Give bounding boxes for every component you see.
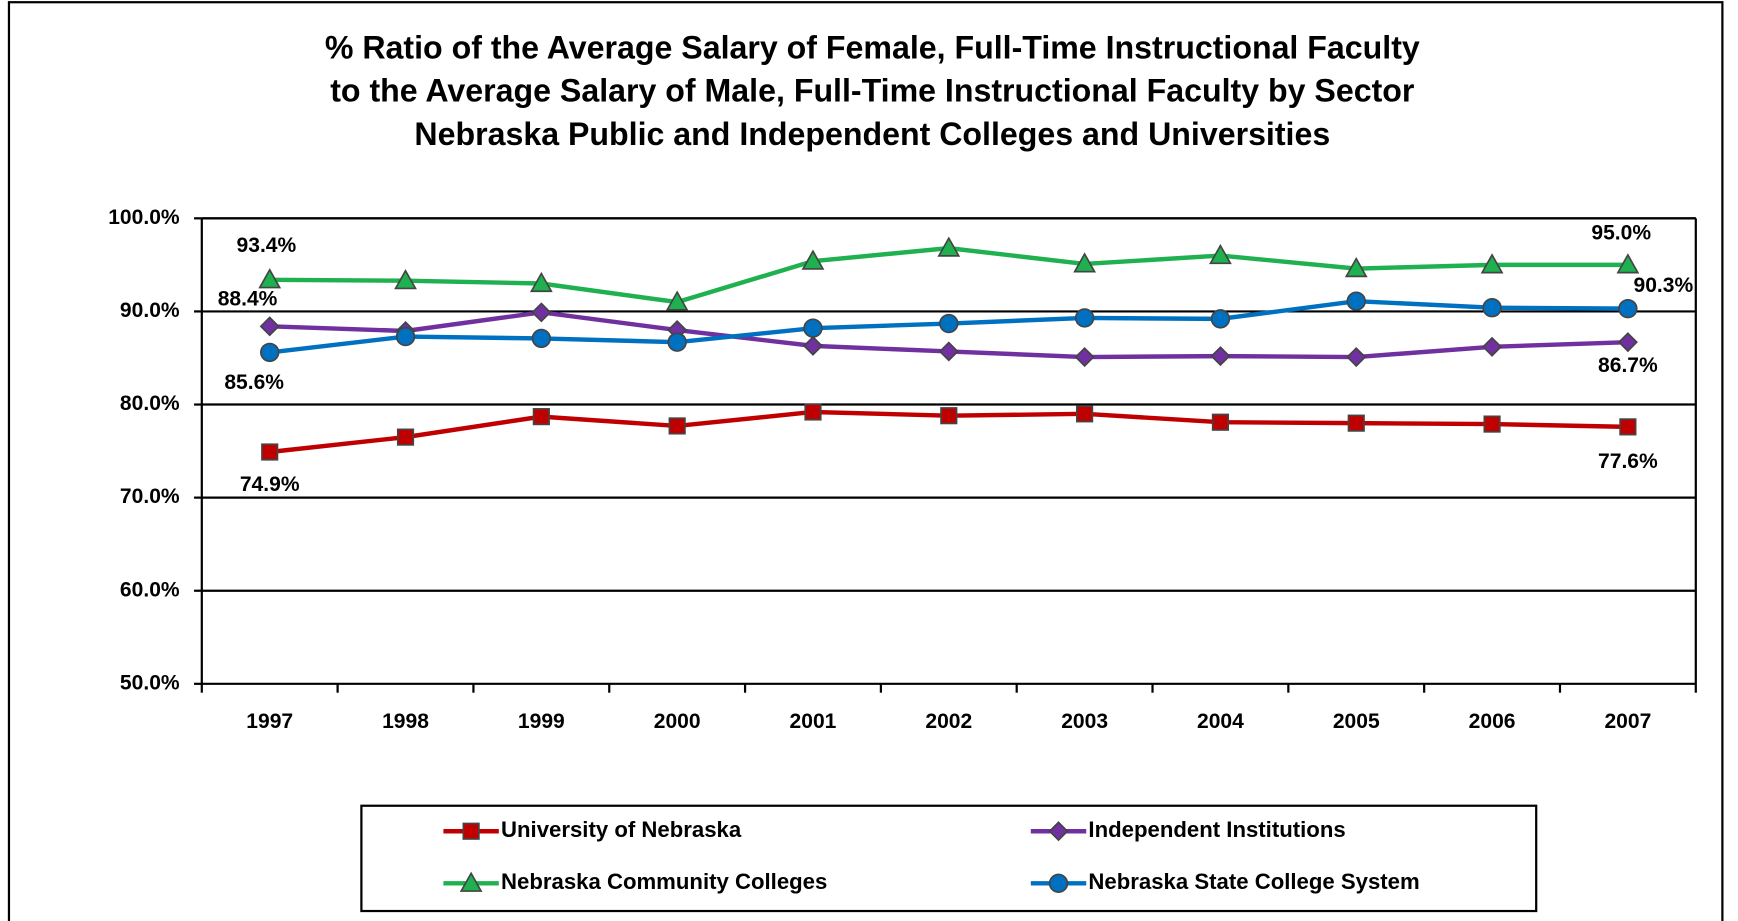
marker — [459, 871, 483, 892]
marker — [1209, 243, 1232, 265]
marker — [396, 428, 415, 446]
marker — [394, 269, 417, 290]
marker — [1048, 821, 1069, 842]
marker — [1480, 253, 1504, 274]
marker — [937, 236, 961, 257]
marker — [259, 316, 280, 337]
x-tick-label: 2005 — [1333, 710, 1380, 733]
x-tick-label: 1997 — [246, 710, 293, 733]
chart-title: Nebraska Public and Independent Colleges… — [414, 116, 1330, 152]
marker — [940, 407, 958, 425]
marker — [529, 271, 553, 293]
y-tick-label: 70.0% — [120, 485, 180, 508]
x-tick-label: 1999 — [518, 710, 565, 733]
marker — [261, 443, 279, 461]
marker — [803, 318, 823, 338]
marker — [531, 302, 552, 323]
marker — [531, 328, 552, 349]
y-tick-label: 60.0% — [120, 578, 180, 601]
marker — [1347, 414, 1365, 432]
marker — [801, 249, 825, 270]
marker — [1074, 308, 1095, 328]
x-tick-label: 2003 — [1061, 710, 1108, 733]
marker — [1618, 298, 1638, 319]
data-label: 86.7% — [1598, 354, 1658, 377]
marker — [260, 342, 280, 363]
legend-label: Independent Institutions — [1088, 817, 1345, 842]
x-tick-label: 1998 — [382, 710, 429, 733]
chart-title: % Ratio of the Average Salary of Female,… — [325, 29, 1420, 65]
x-tick-label: 2004 — [1197, 710, 1244, 733]
marker — [395, 326, 416, 347]
marker — [1211, 413, 1230, 431]
marker — [667, 332, 687, 352]
marker — [939, 313, 959, 334]
marker — [532, 408, 550, 426]
data-label: 85.6% — [224, 371, 284, 394]
legend-box — [360, 804, 1538, 913]
data-label: 93.4% — [237, 234, 297, 257]
marker — [1074, 347, 1095, 368]
marker — [1048, 873, 1069, 894]
data-label: 90.3% — [1634, 274, 1694, 297]
marker — [1616, 253, 1640, 274]
data-label: 74.9% — [240, 473, 300, 496]
marker — [668, 417, 686, 435]
chart-title: to the Average Salary of Male, Full-Time… — [330, 73, 1415, 109]
legend-label: University of Nebraska — [501, 817, 742, 842]
y-tick-label: 80.0% — [120, 392, 180, 415]
chart-border — [7, 1, 1724, 921]
marker — [1619, 418, 1637, 436]
legend-label: Nebraska Community Colleges — [501, 869, 827, 894]
marker — [1617, 332, 1638, 353]
x-tick-label: 2006 — [1469, 710, 1516, 733]
marker — [1482, 336, 1503, 357]
x-tick-label: 2002 — [925, 710, 972, 733]
x-tick-label: 2007 — [1604, 710, 1651, 733]
legend-label: Nebraska State College System — [1088, 869, 1419, 894]
marker — [804, 403, 822, 421]
marker — [1210, 346, 1231, 367]
marker — [462, 822, 480, 840]
data-label: 95.0% — [1591, 221, 1651, 244]
marker — [1346, 347, 1367, 368]
y-tick-label: 100.0% — [108, 206, 180, 229]
marker — [1076, 405, 1094, 423]
marker — [1344, 256, 1368, 278]
y-tick-label: 90.0% — [120, 299, 180, 322]
marker — [802, 335, 824, 356]
marker — [258, 268, 282, 289]
marker — [1210, 309, 1231, 329]
data-label: 77.6% — [1598, 450, 1658, 473]
marker — [1346, 291, 1366, 311]
x-tick-label: 2000 — [654, 710, 701, 733]
marker — [938, 341, 959, 362]
marker — [665, 290, 689, 311]
x-tick-label: 2001 — [790, 710, 837, 733]
marker — [1482, 298, 1502, 318]
marker — [1483, 415, 1501, 433]
data-label: 88.4% — [218, 287, 278, 310]
marker — [1073, 252, 1097, 273]
y-tick-label: 50.0% — [120, 671, 180, 694]
